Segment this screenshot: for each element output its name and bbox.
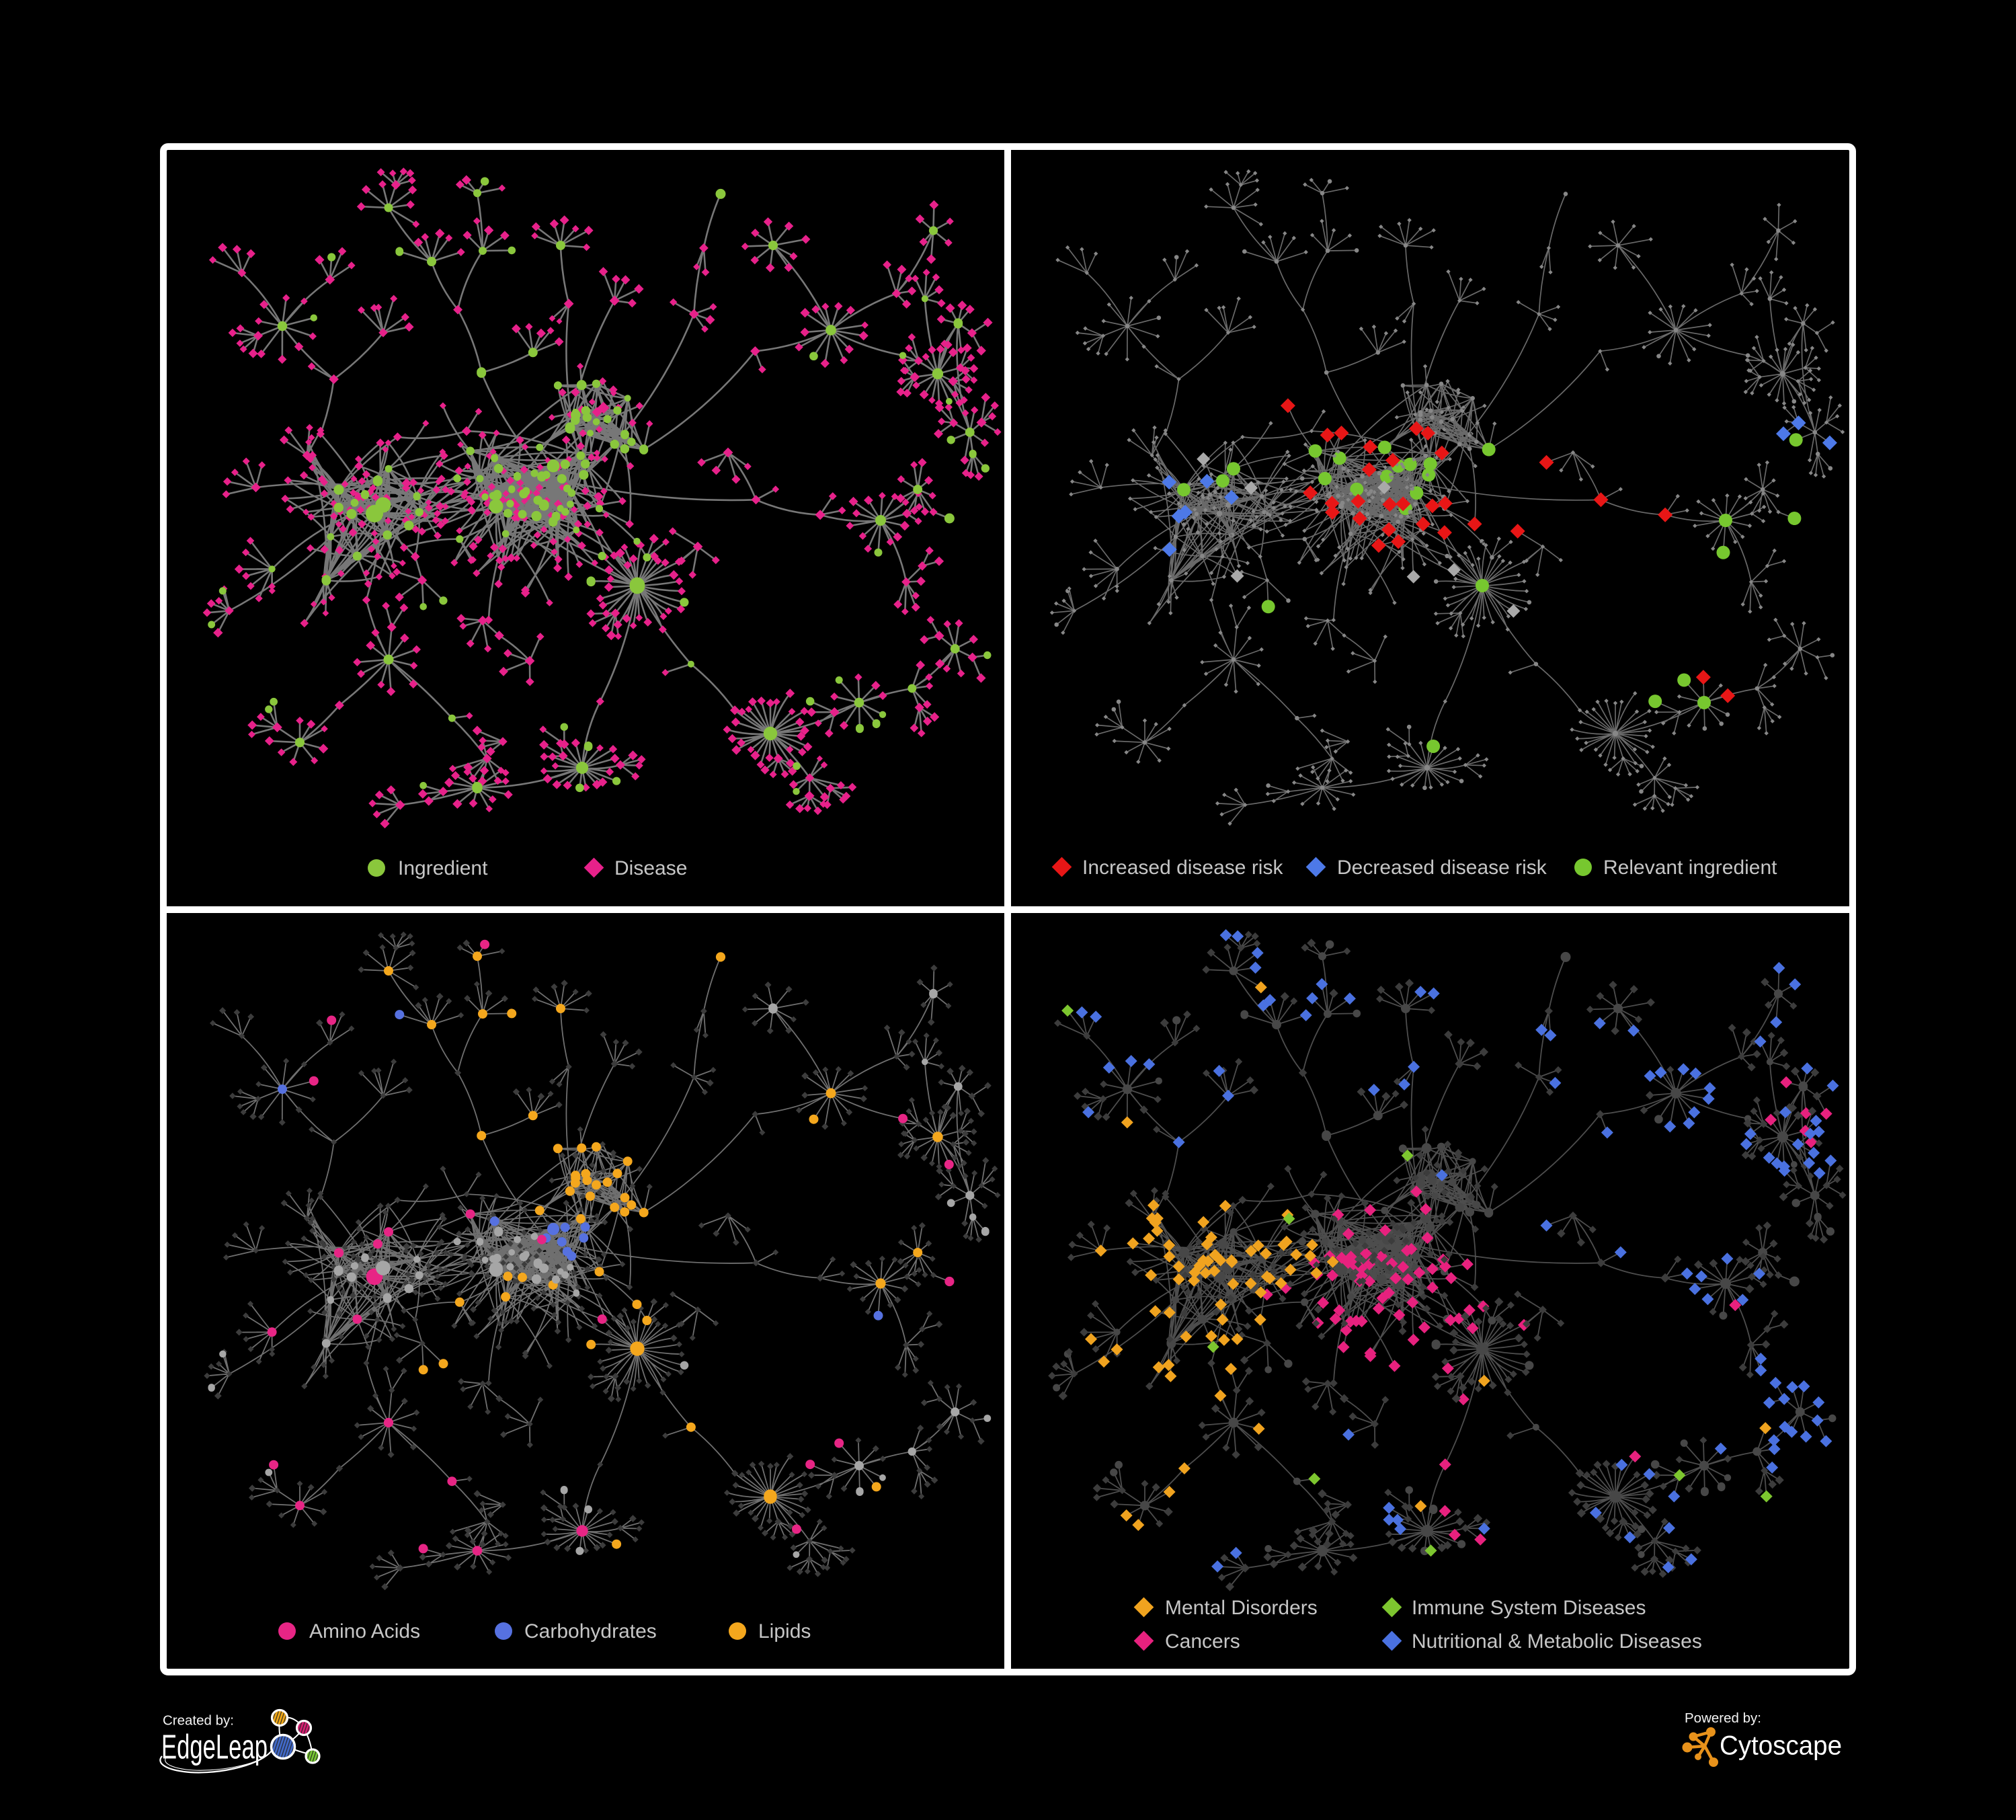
svg-text:Powered by:: Powered by: (1685, 1710, 1761, 1726)
svg-text:EdgeLeap: EdgeLeap (161, 1728, 268, 1766)
svg-text:Cytoscape: Cytoscape (1720, 1731, 1842, 1761)
svg-text:Created by:: Created by: (163, 1713, 234, 1729)
